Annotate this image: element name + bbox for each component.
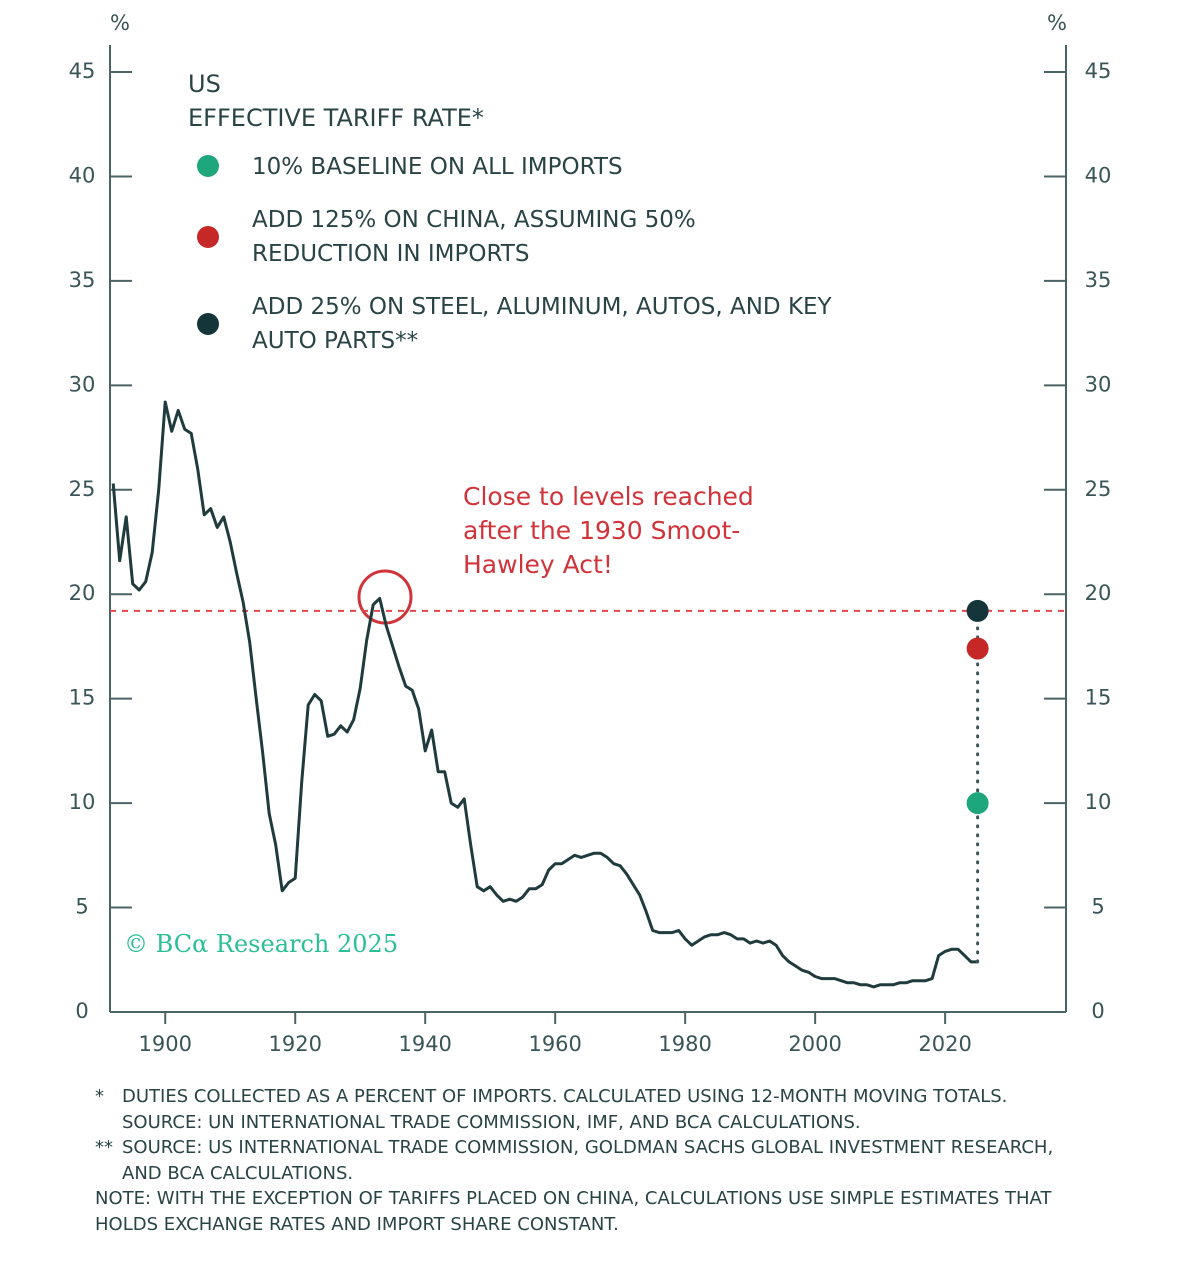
footnotes: * DUTIES COLLECTED AS A PERCENT OF IMPORT… bbox=[95, 1084, 1075, 1237]
y-axis-label: % bbox=[110, 11, 130, 35]
y-tick-label: 5 bbox=[75, 895, 88, 919]
watermark: © BCα Research 2025 bbox=[124, 930, 399, 958]
y2-axis-label: % bbox=[1047, 11, 1067, 35]
x-tick-label: 1920 bbox=[268, 1032, 321, 1056]
chart-subtitle: EFFECTIVE TARIFF RATE* bbox=[188, 104, 484, 132]
scenario-point bbox=[966, 792, 989, 815]
x-tick-label: 1900 bbox=[139, 1032, 192, 1056]
x-tick-label: 1960 bbox=[528, 1032, 581, 1056]
y-tick-label: 20 bbox=[69, 581, 96, 605]
annotation: Close to levels reached after the 1930 S… bbox=[463, 482, 754, 579]
y-tick-label: 15 bbox=[69, 686, 96, 710]
x-tick-label: 1940 bbox=[398, 1032, 451, 1056]
y2-tick-label: 0 bbox=[1091, 999, 1104, 1023]
scenario-point bbox=[966, 599, 989, 622]
chart-title: US bbox=[188, 70, 221, 98]
y-tick-label: 0 bbox=[75, 999, 88, 1023]
y2-tick-label: 5 bbox=[1091, 895, 1104, 919]
footnote-text: NOTE: WITH THE EXCEPTION OF TARIFFS PLAC… bbox=[95, 1188, 1052, 1235]
scenario-point bbox=[966, 637, 989, 660]
y-tick-label: 45 bbox=[69, 59, 96, 83]
footnote: NOTE: WITH THE EXCEPTION OF TARIFFS PLAC… bbox=[95, 1186, 1075, 1237]
legend-marker bbox=[197, 155, 219, 177]
legend-marker bbox=[197, 313, 219, 335]
footnote-marker: ** bbox=[95, 1137, 113, 1158]
y2-tick-label: 10 bbox=[1085, 790, 1112, 814]
footnote: ** SOURCE: US INTERNATIONAL TRADE COMMISS… bbox=[95, 1135, 1075, 1186]
y2-tick-label: 25 bbox=[1085, 477, 1112, 501]
footnote-text: DUTIES COLLECTED AS A PERCENT OF IMPORTS… bbox=[122, 1086, 1008, 1133]
y2-tick-label: 45 bbox=[1085, 59, 1112, 83]
y2-tick-label: 35 bbox=[1085, 268, 1112, 292]
y-tick-label: 40 bbox=[69, 163, 96, 187]
legend-label: ADD 125% ON CHINA, ASSUMING 50% REDUCTIO… bbox=[252, 207, 696, 267]
y2-tick-label: 40 bbox=[1085, 163, 1112, 187]
title-block: US EFFECTIVE TARIFF RATE* bbox=[188, 67, 484, 135]
legend-label: 10% BASELINE ON ALL IMPORTS bbox=[252, 154, 623, 180]
x-tick-label: 2020 bbox=[918, 1032, 971, 1056]
legend-label: ADD 25% ON STEEL, ALUMINUM, AUTOS, AND K… bbox=[252, 294, 832, 354]
footnote-marker: * bbox=[95, 1086, 104, 1107]
y-tick-label: 10 bbox=[69, 790, 96, 814]
line-series bbox=[111, 400, 978, 989]
y-tick-label: 30 bbox=[69, 372, 96, 396]
y2-tick-label: 20 bbox=[1085, 581, 1112, 605]
y-tick-label: 35 bbox=[69, 268, 96, 292]
footnote: * DUTIES COLLECTED AS A PERCENT OF IMPORT… bbox=[95, 1084, 1075, 1135]
y-tick-label: 25 bbox=[69, 477, 96, 501]
x-tick-label: 2000 bbox=[788, 1032, 841, 1056]
x-tick-label: 1980 bbox=[658, 1032, 711, 1056]
legend-marker bbox=[197, 226, 219, 248]
y2-tick-label: 15 bbox=[1085, 686, 1112, 710]
y2-tick-label: 30 bbox=[1085, 372, 1112, 396]
footnote-text: SOURCE: US INTERNATIONAL TRADE COMMISSIO… bbox=[122, 1137, 1054, 1184]
